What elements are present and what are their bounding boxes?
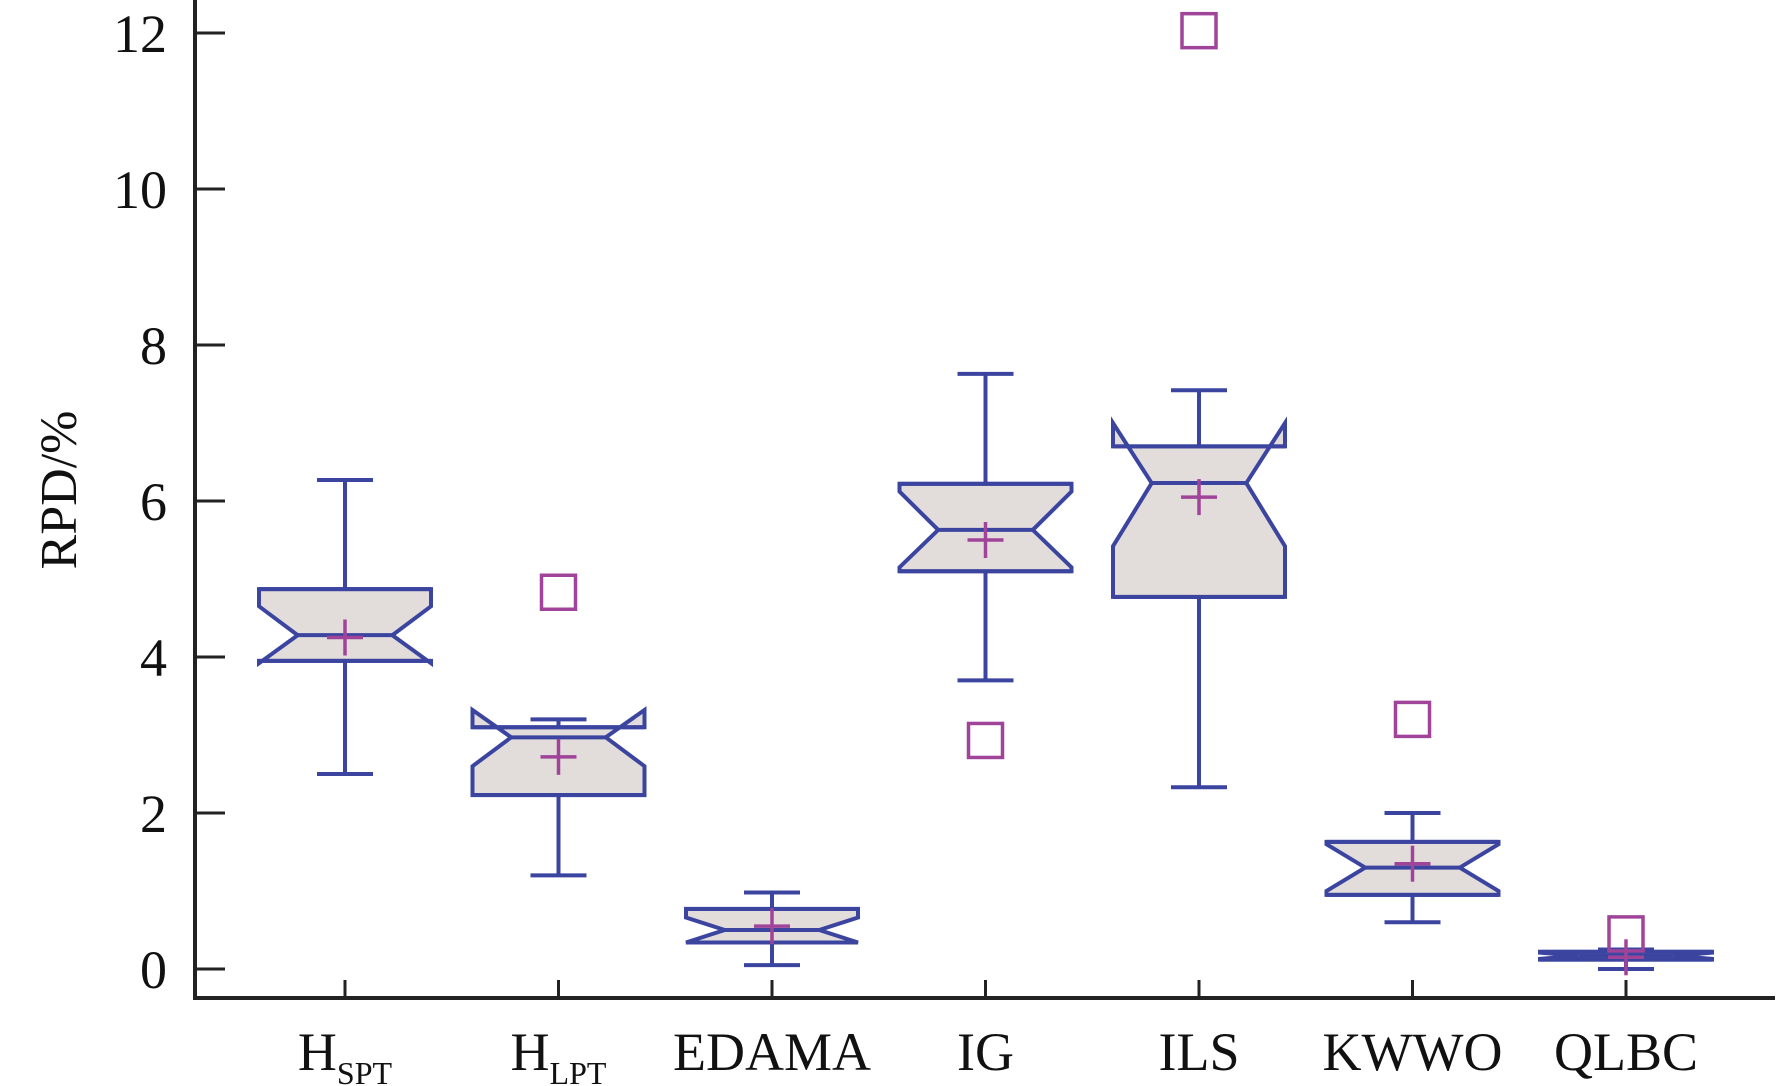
y-tick-label: 10 (113, 160, 167, 220)
y-axis-title: RPD/% (31, 411, 88, 570)
x-tick-label-main: QLBC (1554, 1022, 1698, 1082)
y-tick-label: 12 (113, 4, 167, 64)
x-tick-label-main: IG (957, 1022, 1014, 1082)
x-tick-label-edama: EDAMA (673, 1022, 871, 1082)
x-tick-label-main: KWWO (1323, 1022, 1503, 1082)
y-tick-label: 4 (140, 628, 167, 688)
x-tick-label-main: H (511, 1022, 550, 1082)
x-tick-label-main: EDAMA (673, 1022, 871, 1082)
x-tick-label-main: H (298, 1022, 337, 1082)
x-tick-label-kwwo: KWWO (1323, 1022, 1503, 1082)
outlier-marker (539, 573, 578, 612)
plot-area (257, 11, 1714, 976)
outlier-marker (1180, 11, 1218, 50)
y-tick-label: 6 (140, 472, 167, 532)
x-tick-label-qlbc: QLBC (1554, 1022, 1698, 1082)
outlier-marker (1607, 915, 1645, 953)
x-tick-label-ils: ILS (1159, 1022, 1240, 1082)
x-tick-label-ig: IG (957, 1022, 1014, 1082)
x-tick-label-subscript: SPT (337, 1055, 393, 1086)
x-tick-label-hspt: HSPT (298, 1022, 393, 1086)
x-tick-label-hlpt: HLPT (511, 1022, 607, 1086)
outlier-marker (966, 721, 1005, 760)
x-tick-label-subscript: LPT (550, 1055, 607, 1086)
y-tick-label: 2 (140, 784, 167, 844)
outlier-marker (1393, 700, 1432, 739)
y-tick-label: 0 (140, 940, 167, 1000)
x-tick-label-main: ILS (1159, 1022, 1240, 1082)
y-tick-label: 8 (140, 316, 167, 376)
